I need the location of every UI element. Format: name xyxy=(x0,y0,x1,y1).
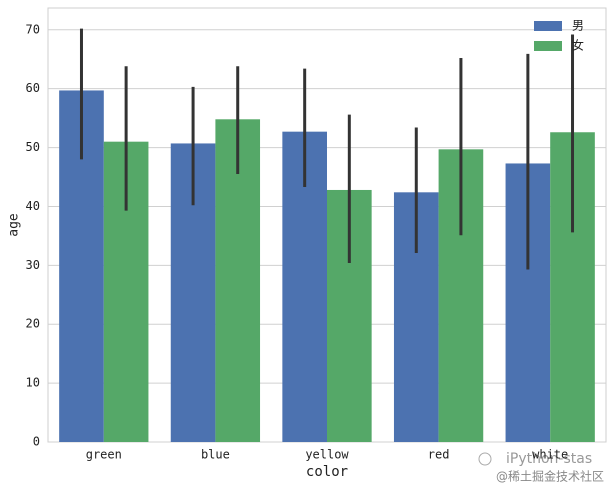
x-tick-label: green xyxy=(86,448,122,462)
y-tick-label: 0 xyxy=(33,435,40,449)
x-tick-label: yellow xyxy=(305,448,349,462)
y-tick-label: 50 xyxy=(26,140,40,154)
y-tick-label: 60 xyxy=(26,81,40,95)
y-tick-label: 10 xyxy=(26,376,40,390)
x-tick-label: blue xyxy=(201,448,230,462)
watermark-text: iPython-stas xyxy=(506,451,592,467)
y-tick-label: 20 xyxy=(26,317,40,331)
x-tick-label: white xyxy=(532,448,568,462)
legend-swatch xyxy=(534,21,562,31)
legend-label: 女 xyxy=(572,38,584,53)
y-tick-label: 40 xyxy=(26,199,40,213)
legend-swatch xyxy=(534,41,562,51)
y-tick-label: 70 xyxy=(26,22,40,36)
x-tick-label: red xyxy=(428,448,450,462)
x-axis-label: color xyxy=(306,464,348,480)
watermark-text: @稀土掘金技术社区 xyxy=(496,469,604,484)
legend-label: 男 xyxy=(572,19,584,33)
y-axis-label: age xyxy=(7,213,22,237)
y-tick-label: 30 xyxy=(26,258,40,272)
watermark-icon xyxy=(478,452,492,466)
